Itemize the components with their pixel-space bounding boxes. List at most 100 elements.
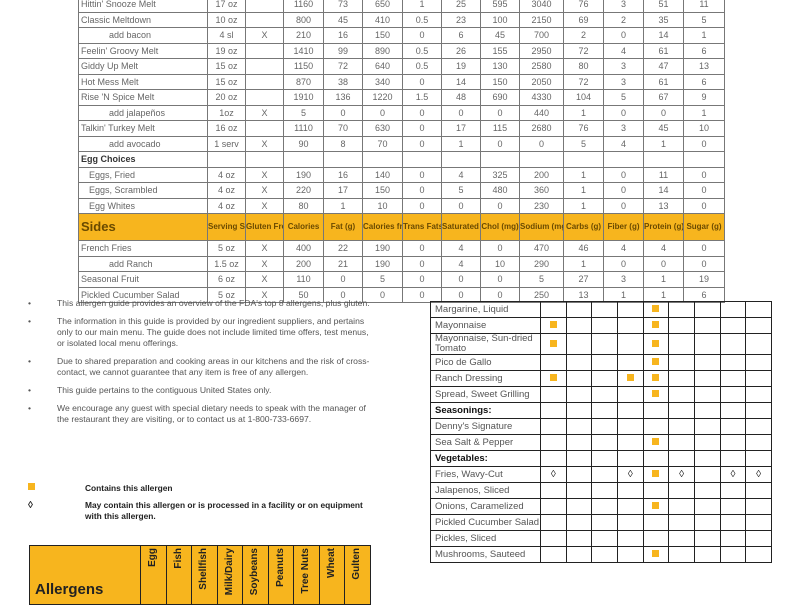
cell-value: 2 bbox=[603, 11, 644, 28]
bullet-icon: • bbox=[28, 316, 32, 326]
cell-value: 1 bbox=[643, 135, 684, 152]
may-contain-diamond-icon: ◊ bbox=[627, 469, 633, 480]
cell-value: 1oz bbox=[207, 104, 246, 121]
cell-value: 6 bbox=[683, 286, 725, 303]
cell-value: 640 bbox=[362, 58, 403, 75]
contains-square-icon bbox=[652, 550, 660, 557]
item-name: Egg Choices bbox=[78, 151, 208, 168]
cell-value: 1 bbox=[441, 135, 481, 152]
cell-value: 17 bbox=[323, 182, 363, 199]
cell-value bbox=[245, 42, 284, 59]
contains-square-icon bbox=[652, 470, 660, 477]
note-item: • This guide pertains to the contiguous U… bbox=[28, 385, 378, 396]
cell-value: 480 bbox=[480, 182, 520, 199]
category-row: Vegetables: bbox=[430, 450, 772, 467]
cell-value: 0 bbox=[603, 166, 644, 183]
allergen-cell bbox=[745, 482, 772, 499]
allergen-column-header: Shellfish bbox=[191, 545, 218, 605]
allergen-name: Milk/Dairy bbox=[223, 548, 235, 596]
cell-value: 110 bbox=[283, 271, 324, 288]
allergen-cell bbox=[719, 317, 747, 334]
allergen-cell bbox=[616, 434, 644, 451]
allergen-cell bbox=[719, 434, 747, 451]
allergen-cell bbox=[693, 418, 721, 435]
cell-value: 1 bbox=[563, 166, 604, 183]
column-header: Saturated Fat (g) bbox=[441, 213, 481, 241]
allergen-cell bbox=[616, 317, 644, 334]
allergen-cell bbox=[745, 418, 772, 435]
allergen-cell bbox=[540, 514, 567, 531]
column-header: Calories from Fat bbox=[362, 213, 403, 241]
allergen-cell bbox=[540, 530, 567, 547]
cell-value: 45 bbox=[643, 120, 684, 137]
item-name: Rise 'N Spice Melt bbox=[78, 89, 208, 106]
allergen-row: Pickles, Sliced bbox=[430, 530, 772, 547]
allergen-cell bbox=[719, 418, 747, 435]
contains-square-icon bbox=[28, 483, 35, 490]
cell-value: 76 bbox=[563, 120, 604, 137]
cell-value: 0 bbox=[402, 104, 442, 121]
cell-value: 0 bbox=[402, 255, 442, 272]
cell-value: 51 bbox=[643, 0, 684, 13]
allergen-name: Egg bbox=[147, 548, 158, 567]
allergen-cell bbox=[745, 402, 772, 419]
item-name: Hittin' Snooze Melt bbox=[78, 0, 208, 13]
allergen-cell bbox=[616, 418, 644, 435]
allergen-name: Tree Nuts bbox=[300, 548, 312, 594]
cell-value: 17 oz bbox=[207, 0, 246, 13]
may-contain-diamond-icon: ◊ bbox=[756, 469, 762, 480]
cell-value: X bbox=[245, 27, 284, 44]
table-row: Feelin' Groovy Melt 19 oz 1410 99 890 0.5 26 15… bbox=[78, 42, 725, 59]
table-row: Giddy Up Melt 15 oz 1150 72 640 0.5 19 130 2580 8… bbox=[78, 58, 725, 75]
cell-value: 0 bbox=[480, 271, 520, 288]
allergen-cell bbox=[719, 498, 747, 515]
cell-value: 1 bbox=[563, 182, 604, 199]
cell-value: X bbox=[245, 255, 284, 272]
contains-square-icon bbox=[652, 438, 660, 445]
cell-value bbox=[683, 151, 725, 168]
cell-value: 6 bbox=[441, 27, 481, 44]
allergen-cell bbox=[616, 370, 644, 387]
cell-value: 150 bbox=[480, 73, 520, 90]
ingredient-name: Vegetables: bbox=[430, 450, 541, 467]
note-text: The information in this guide is provide… bbox=[57, 316, 369, 348]
cell-value: 1 bbox=[563, 255, 604, 272]
cell-value: 0 bbox=[402, 135, 442, 152]
allergen-cell bbox=[565, 402, 593, 419]
allergen-cell bbox=[642, 354, 670, 371]
cell-value bbox=[563, 151, 604, 168]
allergen-row: Spread, Sweet Grilling bbox=[430, 386, 772, 403]
cell-value: 230 bbox=[519, 197, 564, 214]
allergen-cell bbox=[565, 466, 593, 483]
allergen-cell bbox=[642, 498, 670, 515]
allergen-cell bbox=[668, 434, 695, 451]
cell-value: 400 bbox=[283, 240, 324, 257]
cell-value bbox=[245, 11, 284, 28]
allergen-row: Denny's Signature bbox=[430, 418, 772, 435]
allergen-cell bbox=[565, 514, 593, 531]
allergen-name: Wheat bbox=[325, 548, 337, 578]
allergen-cell bbox=[540, 301, 567, 318]
cell-value: 0 bbox=[519, 135, 564, 152]
allergen-cell bbox=[565, 317, 593, 334]
ingredient-name: Mayonnaise bbox=[430, 317, 541, 334]
cell-value: 27 bbox=[563, 271, 604, 288]
allergen-cell bbox=[642, 317, 670, 334]
bullet-icon: • bbox=[28, 403, 32, 413]
cell-value: 14 bbox=[441, 73, 481, 90]
cell-value: 130 bbox=[480, 58, 520, 75]
cell-value: 440 bbox=[519, 104, 564, 121]
ingredient-name: Mushrooms, Sauteed bbox=[430, 546, 541, 563]
allergen-column-header: Gulten bbox=[344, 545, 371, 605]
cell-value: 11 bbox=[643, 166, 684, 183]
cell-value: 0 bbox=[402, 166, 442, 183]
allergen-cell bbox=[540, 317, 567, 334]
item-name: Pickled Cucumber Salad bbox=[78, 286, 208, 303]
cell-value: X bbox=[245, 166, 284, 183]
section-row: Egg Choices bbox=[78, 151, 725, 168]
allergen-cell bbox=[668, 370, 695, 387]
cell-value bbox=[245, 0, 284, 13]
cell-value: 4 bbox=[603, 135, 644, 152]
cell-value bbox=[245, 89, 284, 106]
allergen-cell bbox=[693, 333, 721, 355]
